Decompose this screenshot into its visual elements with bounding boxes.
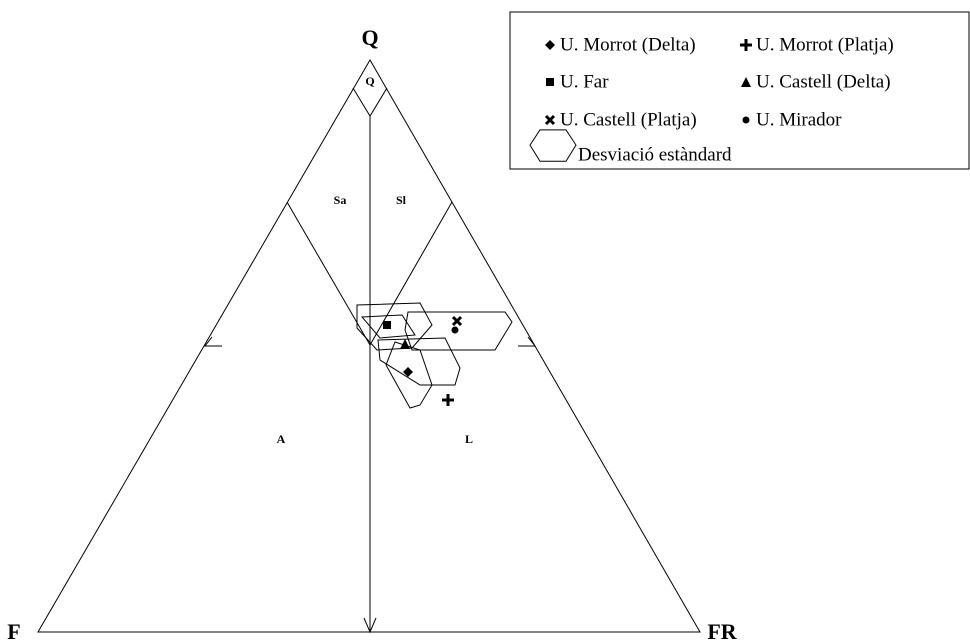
legend-marker bbox=[741, 77, 751, 87]
field-label: A bbox=[277, 432, 286, 446]
legend-marker bbox=[545, 40, 555, 50]
field-label: Sl bbox=[396, 193, 407, 207]
legend-marker bbox=[742, 116, 750, 124]
legend-label: U. Morrot (Delta) bbox=[560, 34, 696, 55]
field-line bbox=[286, 201, 371, 346]
std-polygon bbox=[356, 302, 433, 351]
marker bbox=[400, 339, 410, 349]
legend-marker bbox=[740, 39, 752, 51]
legend-label: U. Castell (Delta) bbox=[756, 71, 891, 92]
legend-box bbox=[509, 11, 970, 170]
arrow bbox=[363, 617, 377, 634]
vertex-label: F bbox=[7, 619, 20, 642]
tick bbox=[518, 336, 537, 347]
std-polygon bbox=[377, 337, 461, 386]
vertex-label: FR bbox=[707, 619, 737, 642]
marker bbox=[451, 315, 463, 327]
legend-label: U. Far bbox=[560, 71, 609, 92]
legend-label: U. Morrot (Platja) bbox=[756, 34, 894, 55]
legend-marker bbox=[544, 114, 556, 126]
std-polygon bbox=[404, 311, 513, 351]
tick bbox=[203, 336, 222, 347]
std-polygon bbox=[385, 341, 433, 409]
legend-marker bbox=[546, 78, 554, 86]
legend-label: U. Castell (Platja) bbox=[560, 109, 697, 130]
marker bbox=[442, 394, 454, 406]
std-polygon bbox=[360, 314, 416, 339]
legend-marker bbox=[529, 129, 577, 162]
q-field bbox=[352, 87, 388, 117]
vertex-label: Q bbox=[361, 25, 378, 50]
field-label: Q bbox=[365, 74, 374, 88]
legend-label: Desviació estàndard bbox=[578, 144, 732, 165]
field-label: Sa bbox=[334, 193, 347, 207]
field-line bbox=[369, 201, 453, 346]
legend-label: U. Mirador bbox=[756, 109, 842, 130]
marker bbox=[383, 321, 391, 329]
field-label: L bbox=[465, 432, 473, 446]
marker bbox=[451, 326, 459, 334]
marker bbox=[403, 367, 413, 377]
